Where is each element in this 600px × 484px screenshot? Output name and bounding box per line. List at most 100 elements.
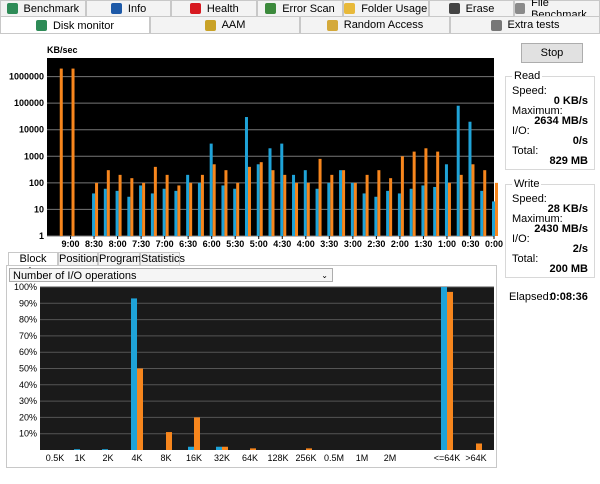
bar (306, 448, 312, 450)
activity-bar (342, 170, 346, 236)
activity-bar (271, 170, 275, 236)
group-title: Read (512, 70, 543, 82)
activity-bar (468, 121, 472, 236)
x-tick-label: 2K (102, 453, 113, 463)
bar (188, 446, 194, 450)
tab-row: Benchmark Info Health Error Scan Folder … (0, 0, 600, 21)
x-tick-label: 2:30 (367, 239, 385, 249)
bar (137, 368, 143, 450)
activity-bar (318, 158, 322, 236)
tab[interactable]: Random Access (300, 16, 450, 33)
activity-bar (209, 143, 213, 236)
activity-bar (150, 193, 154, 236)
activity-bar (236, 182, 240, 236)
x-tick-label: 8:30 (85, 239, 103, 249)
activity-bar (177, 185, 181, 236)
value: 2/s (572, 243, 588, 255)
activity-bar (127, 196, 131, 236)
value: 28 KB/s (547, 203, 588, 215)
tab-label: Error Scan (282, 2, 335, 15)
activity-bar (339, 170, 343, 236)
tab-label: AAM (221, 19, 246, 31)
activity-bar (221, 185, 225, 236)
activity-bar (197, 182, 201, 236)
tab-row: Disk monitor AAM Random Access Extra tes… (0, 16, 600, 34)
y-tick-label: 1000000 (9, 72, 44, 82)
x-tick-label: 7:30 (132, 239, 150, 249)
tab[interactable]: Extra tests (450, 16, 600, 33)
bar (166, 432, 172, 450)
bar (102, 449, 108, 450)
activity-bar (327, 182, 331, 236)
activity-bar (224, 170, 228, 236)
activity-bar (92, 193, 96, 236)
activity-bar (247, 166, 251, 236)
activity-bar (142, 182, 146, 236)
activity-bar (139, 185, 143, 236)
tab[interactable]: Info (85, 0, 172, 16)
x-tick-label: >64K (465, 453, 486, 463)
activity-bar (165, 174, 169, 236)
y-tick-label: 50% (19, 364, 37, 374)
tab[interactable]: Disk monitor (0, 16, 150, 34)
dropdown-text: Number of I/O operations (13, 270, 137, 282)
label: I/O: (512, 233, 530, 245)
bar (222, 446, 228, 450)
block-panel (6, 265, 497, 468)
label: Maximum: (512, 213, 563, 225)
activity-bar (400, 156, 404, 236)
y-tick-label: 100% (14, 282, 37, 292)
tab[interactable]: Statistics (140, 252, 186, 265)
dropdown[interactable]: Number of I/O operations ⌄ (9, 268, 333, 282)
stop-button[interactable]: Stop (521, 43, 583, 63)
activity-bar (365, 174, 369, 236)
label: Total: (512, 145, 539, 157)
activity-bar (444, 164, 448, 236)
activity-bar (153, 166, 157, 236)
activity-bar (283, 174, 287, 236)
y-tick-label: 40% (19, 380, 37, 390)
activity-bar (295, 182, 299, 236)
y-tick-label: 10 (34, 204, 44, 214)
x-tick-label: 16K (186, 453, 202, 463)
tab[interactable]: Programs (98, 252, 147, 265)
tab[interactable]: AAM (150, 16, 300, 33)
value: 0 KB/s (553, 95, 588, 107)
activity-bar (71, 68, 75, 236)
activity-bar (315, 188, 319, 236)
activity-bar (447, 182, 451, 236)
x-tick-label: 32K (214, 453, 230, 463)
x-tick-label: 6:30 (179, 239, 197, 249)
y-tick-label: 60% (19, 347, 37, 357)
tab[interactable]: Position (58, 252, 99, 265)
elapsed-value: 0:08:36 (550, 291, 588, 303)
activity-bar (374, 196, 378, 236)
activity-bar (353, 182, 357, 236)
x-tick-label: 8K (160, 453, 171, 463)
activity-bar (244, 117, 248, 236)
activity-bar (483, 170, 487, 236)
tab[interactable]: Folder Usage (342, 0, 429, 16)
elapsed-label: Elapsed: (509, 291, 552, 303)
tab-label: Folder Usage (361, 2, 428, 15)
activity-bar (389, 178, 393, 236)
tab-label: Extra tests (507, 19, 560, 31)
x-tick-label: 8:00 (109, 239, 127, 249)
tab[interactable]: Health (171, 0, 258, 16)
activity-bar (186, 174, 190, 236)
y-tick-label: 100 (29, 178, 44, 188)
activity-bar (495, 182, 498, 236)
activity-bar (106, 170, 110, 236)
tab[interactable]: Erase (428, 0, 515, 16)
y-tick-label: 90% (19, 298, 37, 308)
x-tick-label: 128K (267, 453, 288, 463)
y-tick-label: 1000 (24, 151, 44, 161)
x-tick-label: 256K (295, 453, 316, 463)
tab[interactable]: Benchmark (0, 0, 86, 16)
activity-bar (471, 164, 475, 236)
activity-bar (330, 174, 334, 236)
y-tick-label: 100000 (14, 98, 44, 108)
tab[interactable]: Error Scan (257, 0, 343, 16)
